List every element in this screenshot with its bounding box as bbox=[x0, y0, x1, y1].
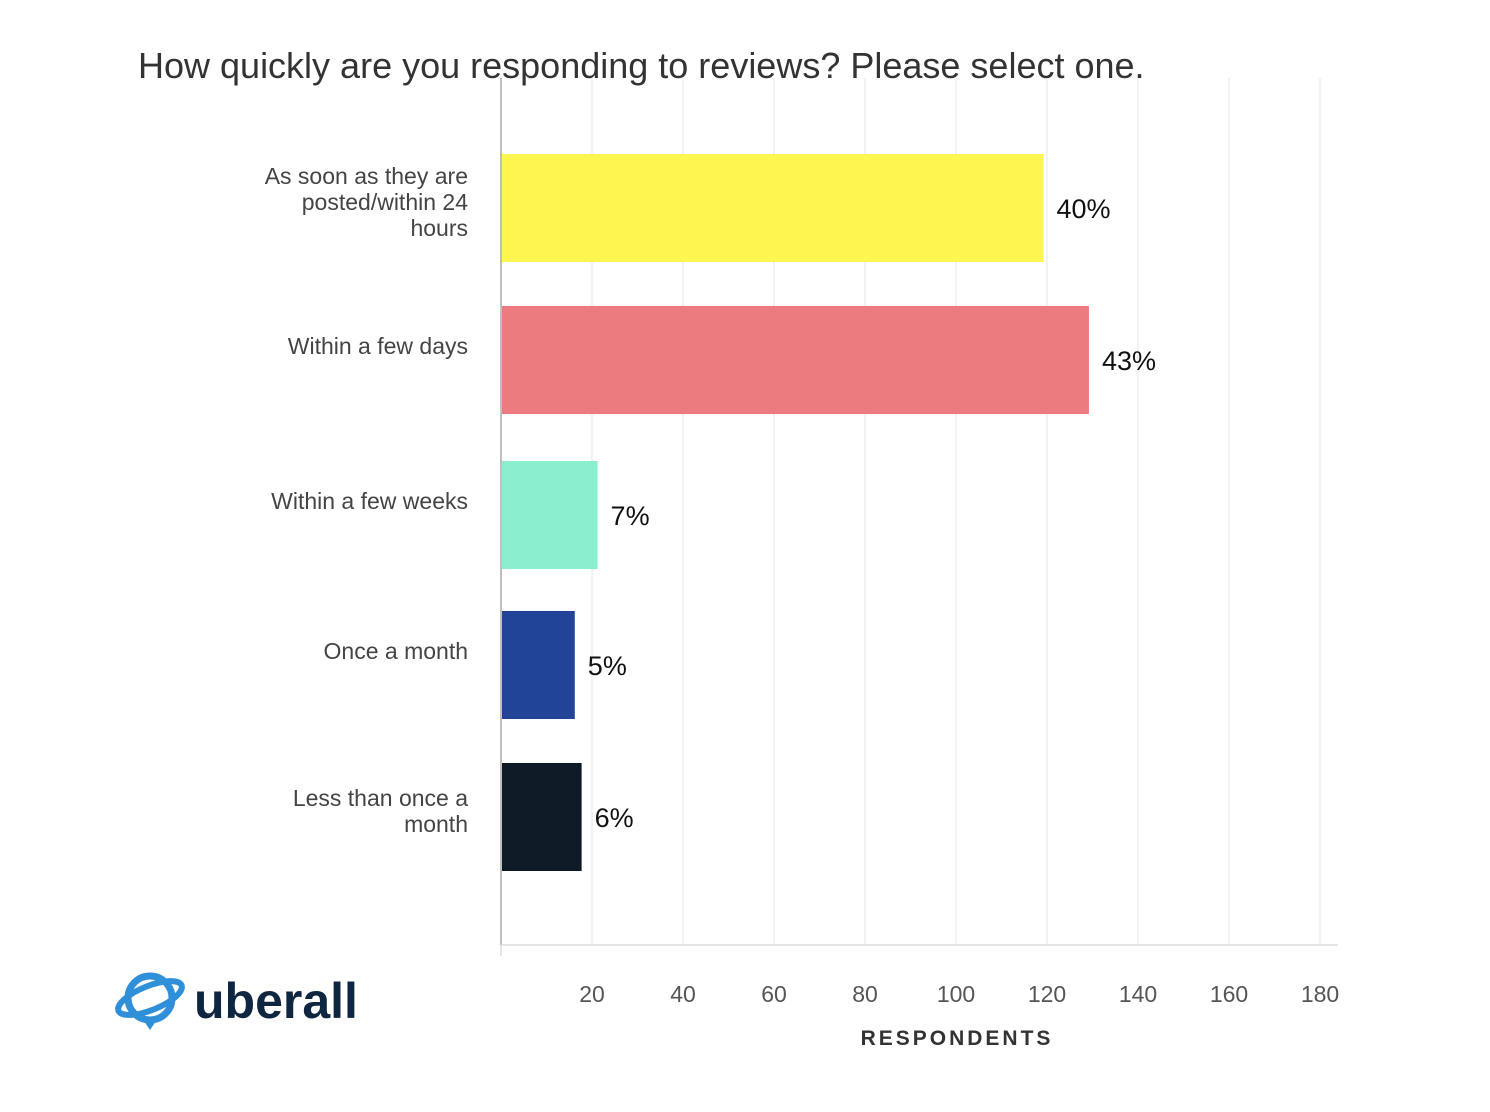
x-axis-ticks: 20 40 60 80 100 120 140 160 180 bbox=[579, 981, 1339, 1007]
bar-1 bbox=[502, 306, 1089, 414]
category-label-2-0: Within a few weeks bbox=[271, 488, 468, 514]
category-label-1-0: Within a few days bbox=[288, 333, 468, 359]
category-label-4-0: Less than once a bbox=[293, 785, 468, 811]
category-label-4-1: month bbox=[404, 811, 468, 837]
tick-label-180: 180 bbox=[1301, 981, 1339, 1007]
bars: 40% 43% 7% 5% 6% bbox=[502, 154, 1156, 871]
data-label-1: 43% bbox=[1102, 346, 1156, 376]
bar-0 bbox=[502, 154, 1044, 262]
bar-3 bbox=[502, 611, 575, 719]
category-label-0-1: posted/within 24 bbox=[302, 189, 468, 215]
tick-label-160: 160 bbox=[1210, 981, 1248, 1007]
tick-label-40: 40 bbox=[670, 981, 696, 1007]
chart-title: How quickly are you responding to review… bbox=[138, 45, 1145, 86]
x-axis-title: RESPONDENTS bbox=[861, 1027, 1054, 1050]
logo-wordmark: uberall bbox=[194, 973, 358, 1029]
planet-icon bbox=[115, 972, 185, 1030]
tick-label-60: 60 bbox=[761, 981, 787, 1007]
tick-label-120: 120 bbox=[1028, 981, 1066, 1007]
tick-label-100: 100 bbox=[937, 981, 975, 1007]
category-label-0-2: hours bbox=[410, 215, 468, 241]
tick-label-20: 20 bbox=[579, 981, 605, 1007]
tick-label-80: 80 bbox=[852, 981, 878, 1007]
data-label-4: 6% bbox=[595, 803, 634, 833]
bar-4 bbox=[502, 763, 582, 871]
category-label-0-0: As soon as they are bbox=[265, 163, 468, 189]
bar-2 bbox=[502, 461, 598, 569]
data-label-3: 5% bbox=[588, 651, 627, 681]
category-label-3-0: Once a month bbox=[324, 638, 468, 664]
uberall-logo: uberall bbox=[115, 972, 358, 1030]
tick-label-140: 140 bbox=[1119, 981, 1157, 1007]
data-label-2: 7% bbox=[611, 501, 650, 531]
data-label-0: 40% bbox=[1056, 194, 1110, 224]
